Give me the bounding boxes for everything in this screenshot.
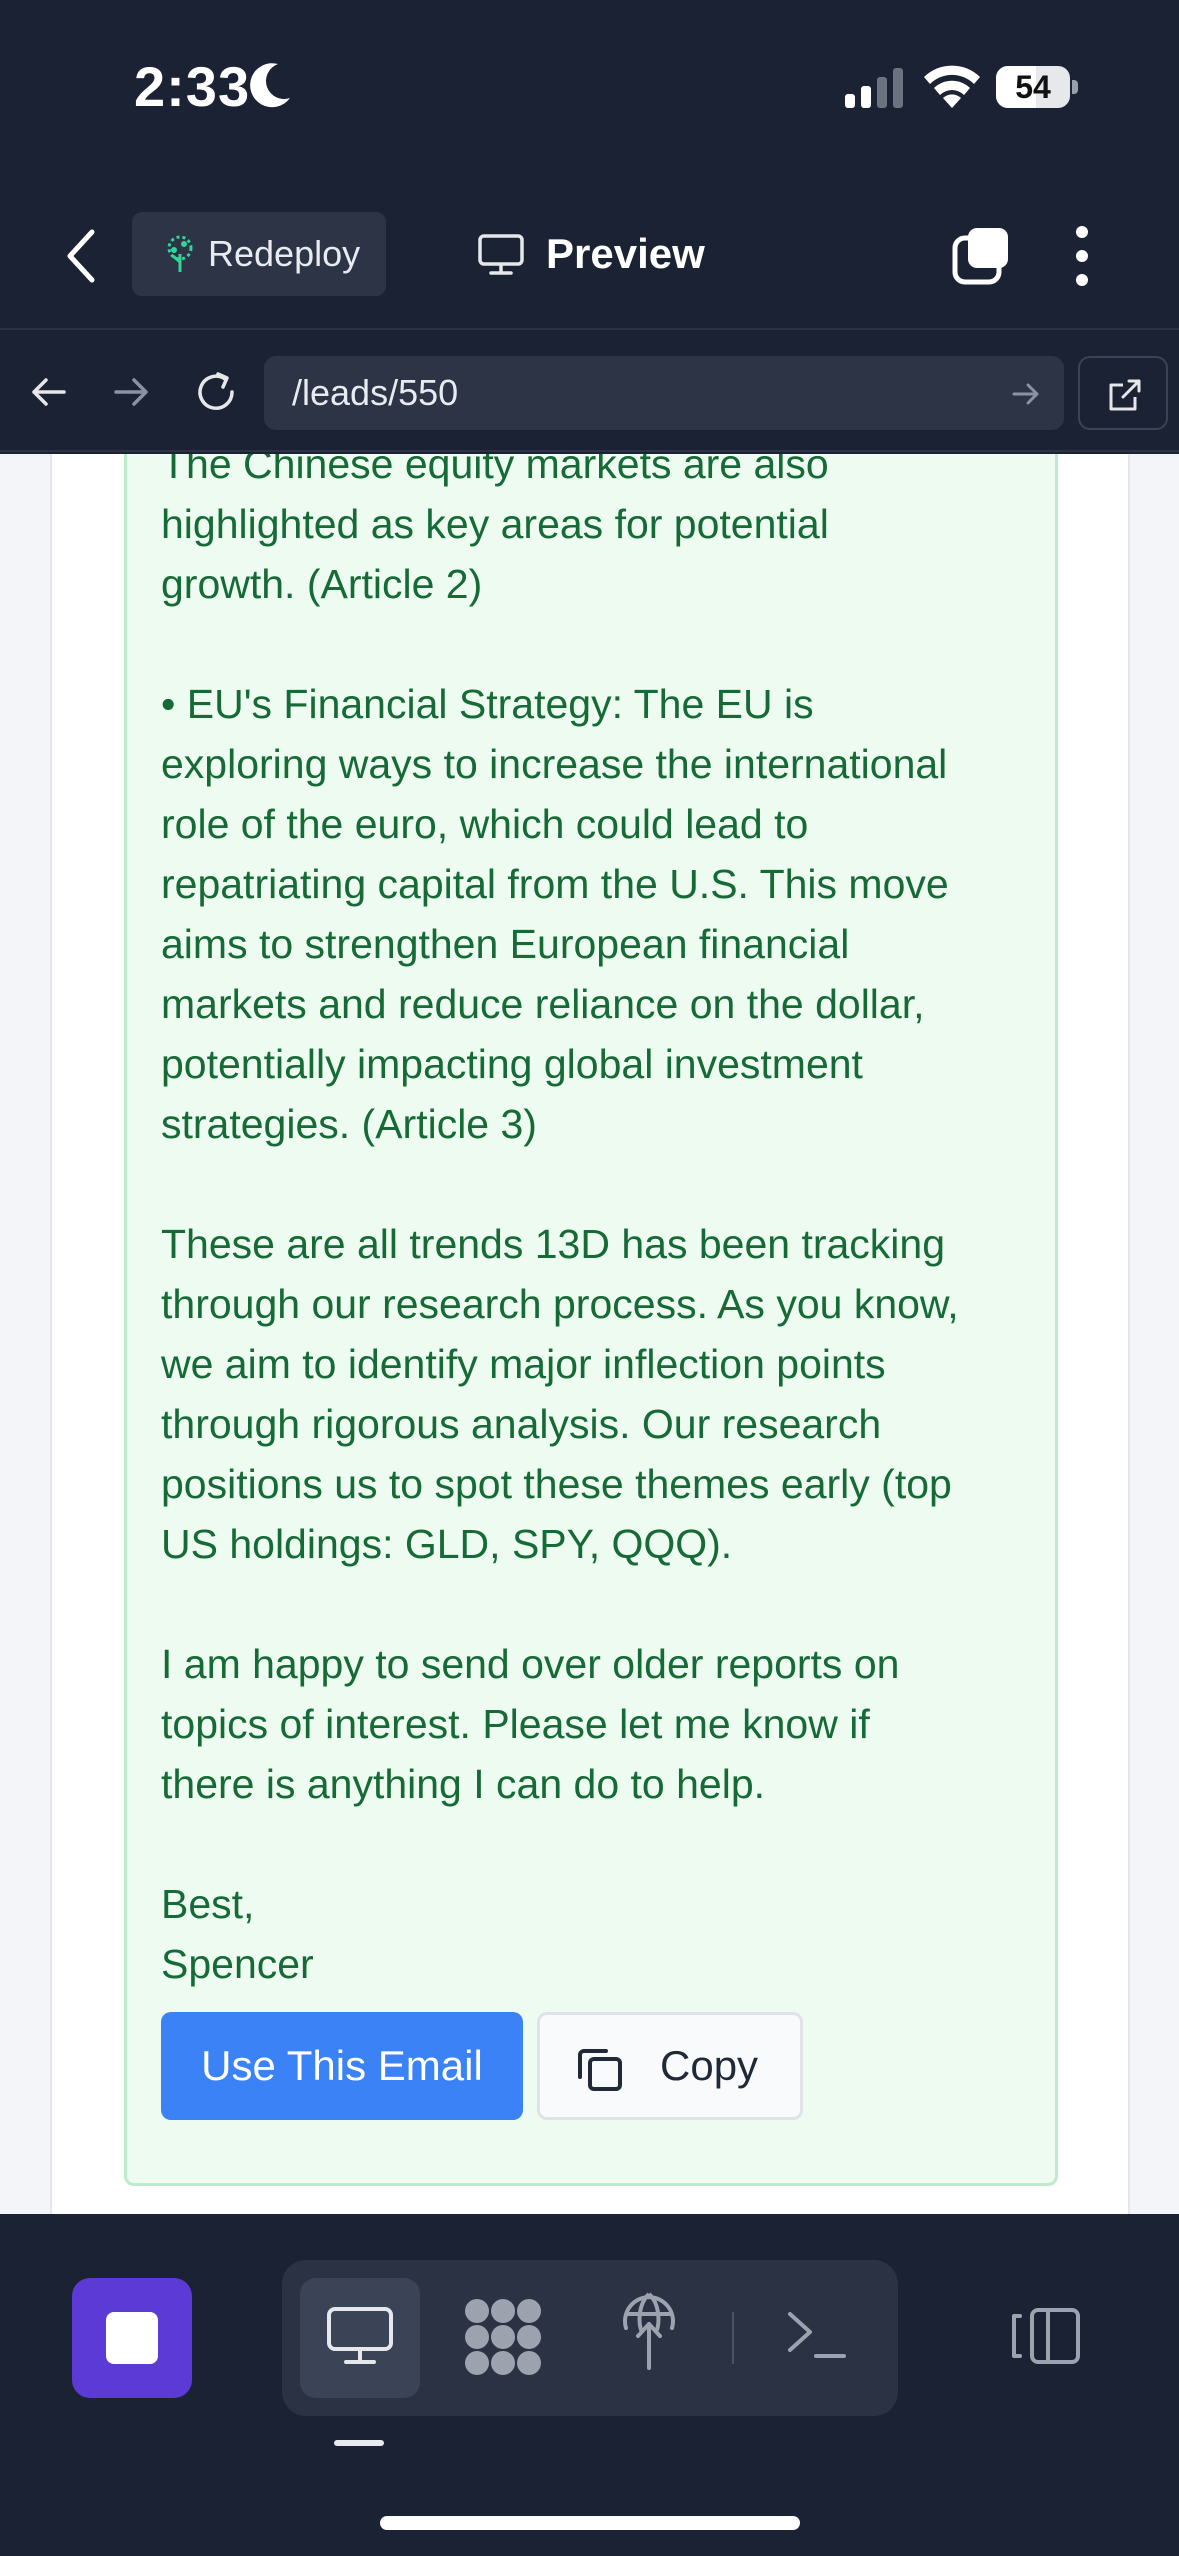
browser-bar: /leads/550 — [0, 332, 1179, 452]
preview-label: Preview — [546, 230, 705, 277]
email-body: The Chinese equity markets are also high… — [161, 454, 959, 1987]
stop-button[interactable] — [72, 2278, 192, 2398]
arrow-right-icon[interactable] — [112, 372, 152, 412]
page-content: The Chinese equity markets are also high… — [0, 454, 1179, 2214]
url-text[interactable]: /leads/550 — [292, 372, 459, 413]
app-header: Redeploy Preview — [0, 180, 1179, 330]
external-link-icon — [1109, 379, 1141, 411]
status-bar: 2:33 54 — [0, 0, 1179, 180]
desktop-icon — [327, 2307, 393, 2364]
chevron-left-icon[interactable] — [60, 228, 104, 284]
panel-layout-icon[interactable] — [1010, 2306, 1082, 2366]
arrow-right-icon[interactable] — [1010, 378, 1042, 410]
use-this-email-button[interactable]: Use This Email — [161, 2012, 523, 2120]
arrow-left-icon[interactable] — [28, 372, 68, 412]
wifi-icon — [924, 65, 980, 108]
tool-preview-tab[interactable] — [300, 2278, 420, 2398]
copy-icon — [578, 2049, 622, 2091]
tree-icon — [167, 235, 193, 272]
active-tab-indicator — [334, 2440, 384, 2446]
redeploy-button[interactable]: Redeploy — [132, 212, 386, 296]
toolbar-divider — [732, 2312, 734, 2364]
battery-icon: 54 — [996, 66, 1078, 110]
apps-grid-icon[interactable] — [462, 2296, 544, 2378]
terminal-icon[interactable] — [786, 2304, 848, 2364]
moon-icon — [250, 63, 290, 108]
cellular-signal-icon — [845, 68, 903, 108]
more-vertical-icon[interactable] — [1072, 224, 1092, 288]
copy-button[interactable]: Copy — [537, 2012, 803, 2120]
globe-deploy-icon[interactable] — [618, 2290, 680, 2370]
tabs-icon[interactable] — [952, 226, 1012, 286]
battery-level: 54 — [1015, 69, 1051, 105]
copy-label: Copy — [660, 2042, 759, 2089]
open-external-button[interactable] — [1078, 356, 1168, 430]
bottom-toolbar — [0, 2214, 1179, 2556]
stop-icon — [106, 2312, 158, 2364]
url-bar[interactable]: /leads/550 — [264, 356, 1064, 430]
reload-icon[interactable] — [192, 368, 240, 416]
redeploy-label: Redeploy — [208, 233, 361, 274]
email-draft-panel: The Chinese equity markets are also high… — [124, 454, 1058, 2186]
monitor-icon — [478, 234, 524, 275]
lead-card: The Chinese equity markets are also high… — [50, 454, 1130, 2214]
home-indicator[interactable] — [380, 2516, 800, 2530]
status-time: 2:33 — [134, 55, 251, 118]
tool-switcher — [282, 2260, 898, 2416]
